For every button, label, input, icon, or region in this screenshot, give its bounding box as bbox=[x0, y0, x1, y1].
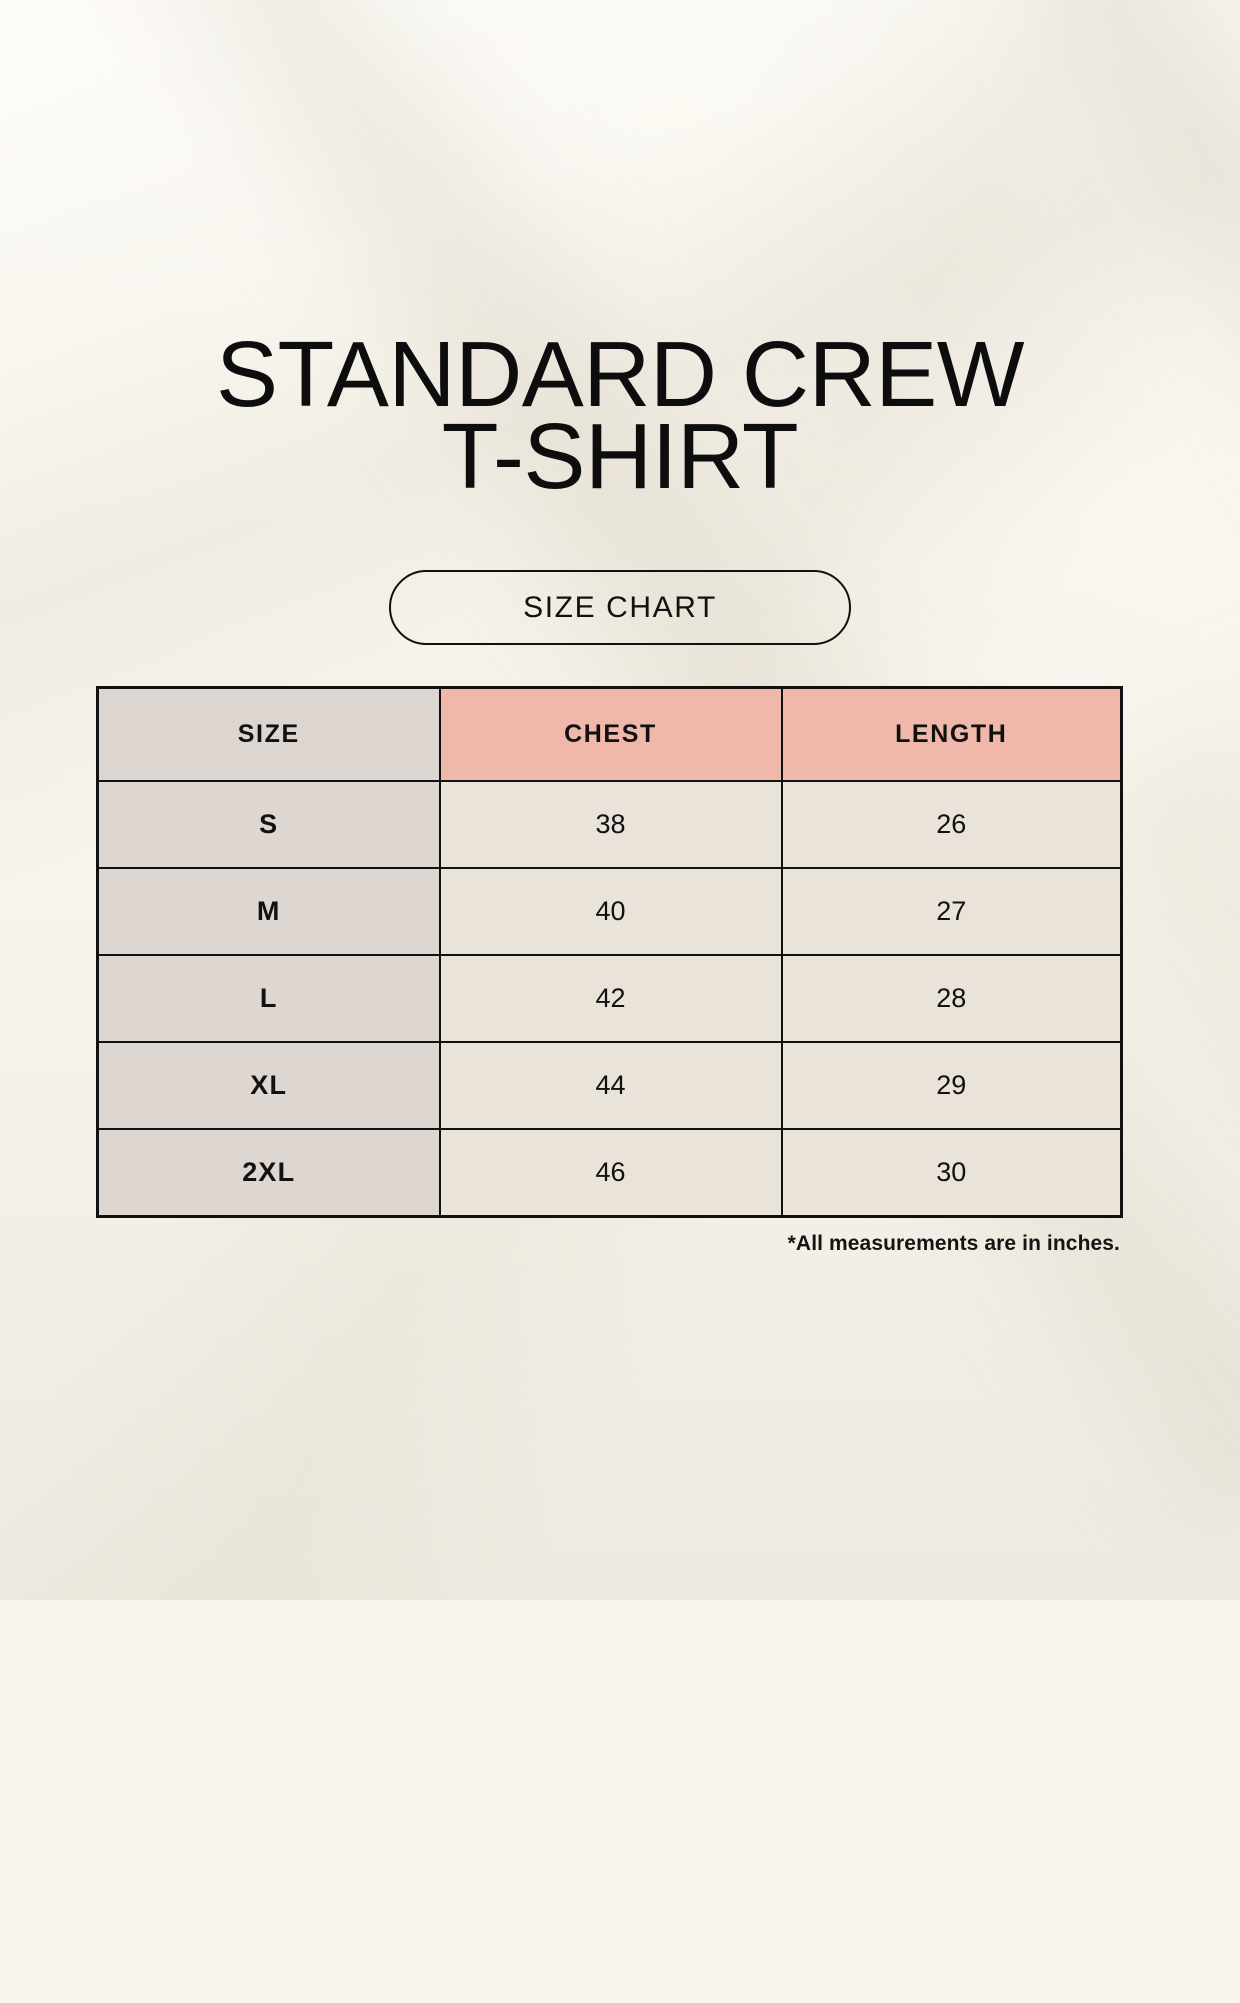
cell-length: 28 bbox=[780, 954, 1123, 1043]
size-chart-poster: STANDARD CREW T-SHIRT SIZE CHART SIZE CH… bbox=[0, 322, 1240, 1255]
cell-length: 30 bbox=[780, 1128, 1123, 1217]
column-header-length: LENGTH bbox=[780, 686, 1123, 782]
cell-size: L bbox=[96, 954, 441, 1043]
cell-length: 26 bbox=[780, 780, 1123, 869]
cell-chest: 46 bbox=[438, 1128, 783, 1217]
page-title: STANDARD CREW T-SHIRT bbox=[0, 322, 1240, 508]
table-row: XL 44 29 bbox=[96, 1041, 1123, 1130]
table-row: M 40 27 bbox=[96, 867, 1123, 956]
table-header-row: SIZE CHEST LENGTH bbox=[96, 686, 1123, 782]
table-row: S 38 26 bbox=[96, 780, 1123, 869]
table-row: 2XL 46 30 bbox=[96, 1128, 1123, 1217]
column-header-size: SIZE bbox=[96, 686, 441, 782]
cell-chest: 38 bbox=[438, 780, 783, 869]
cell-chest: 44 bbox=[438, 1041, 783, 1130]
size-chart-table: SIZE CHEST LENGTH S 38 26 M 40 27 L 42 2… bbox=[96, 686, 1123, 1218]
size-chart-badge-container: SIZE CHART bbox=[0, 570, 1240, 645]
cell-chest: 40 bbox=[438, 867, 783, 956]
size-chart-badge: SIZE CHART bbox=[389, 570, 851, 645]
cell-length: 29 bbox=[780, 1041, 1123, 1130]
cell-size: XL bbox=[96, 1041, 441, 1130]
table-body: S 38 26 M 40 27 L 42 28 XL 44 29 2XL 46 bbox=[96, 780, 1123, 1217]
measurement-footnote: *All measurements are in inches. bbox=[787, 1232, 1120, 1255]
table-row: L 42 28 bbox=[96, 954, 1123, 1043]
page-title-line-1: STANDARD CREW bbox=[215, 322, 1025, 426]
cell-size: 2XL bbox=[96, 1128, 441, 1217]
table-header: SIZE CHEST LENGTH bbox=[96, 686, 1123, 782]
column-header-chest: CHEST bbox=[438, 686, 783, 782]
cell-length: 27 bbox=[780, 867, 1123, 956]
cell-chest: 42 bbox=[438, 954, 783, 1043]
cell-size: S bbox=[96, 780, 441, 869]
cell-size: M bbox=[96, 867, 441, 956]
page-title-line-2: T-SHIRT bbox=[441, 404, 799, 508]
